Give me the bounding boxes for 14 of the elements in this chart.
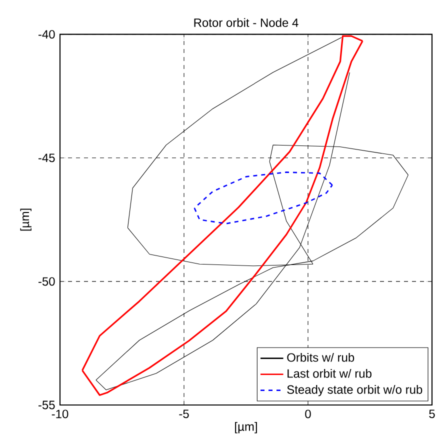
y-axis-title: [µm]: [20, 208, 32, 231]
y-tick-label: -40: [38, 30, 55, 39]
legend-label: Last orbit w/ rub: [288, 368, 372, 378]
y-tick-label: -45: [38, 154, 55, 162]
chart-title: Rotor orbit - Node 4: [194, 18, 298, 27]
y-tick-label: -55: [38, 400, 55, 410]
legend-label: Steady state orbit w/o rub: [287, 384, 422, 396]
x-axis-title: [µm]: [235, 422, 257, 434]
x-tick-label: 0: [305, 410, 311, 418]
x-tick-label: -5: [179, 410, 189, 418]
legend-label: Orbits w/ rub: [287, 352, 354, 362]
x-tick-label: -10: [52, 410, 68, 418]
y-tick-label: -50: [38, 277, 55, 286]
x-tick-label: 5: [429, 410, 435, 418]
